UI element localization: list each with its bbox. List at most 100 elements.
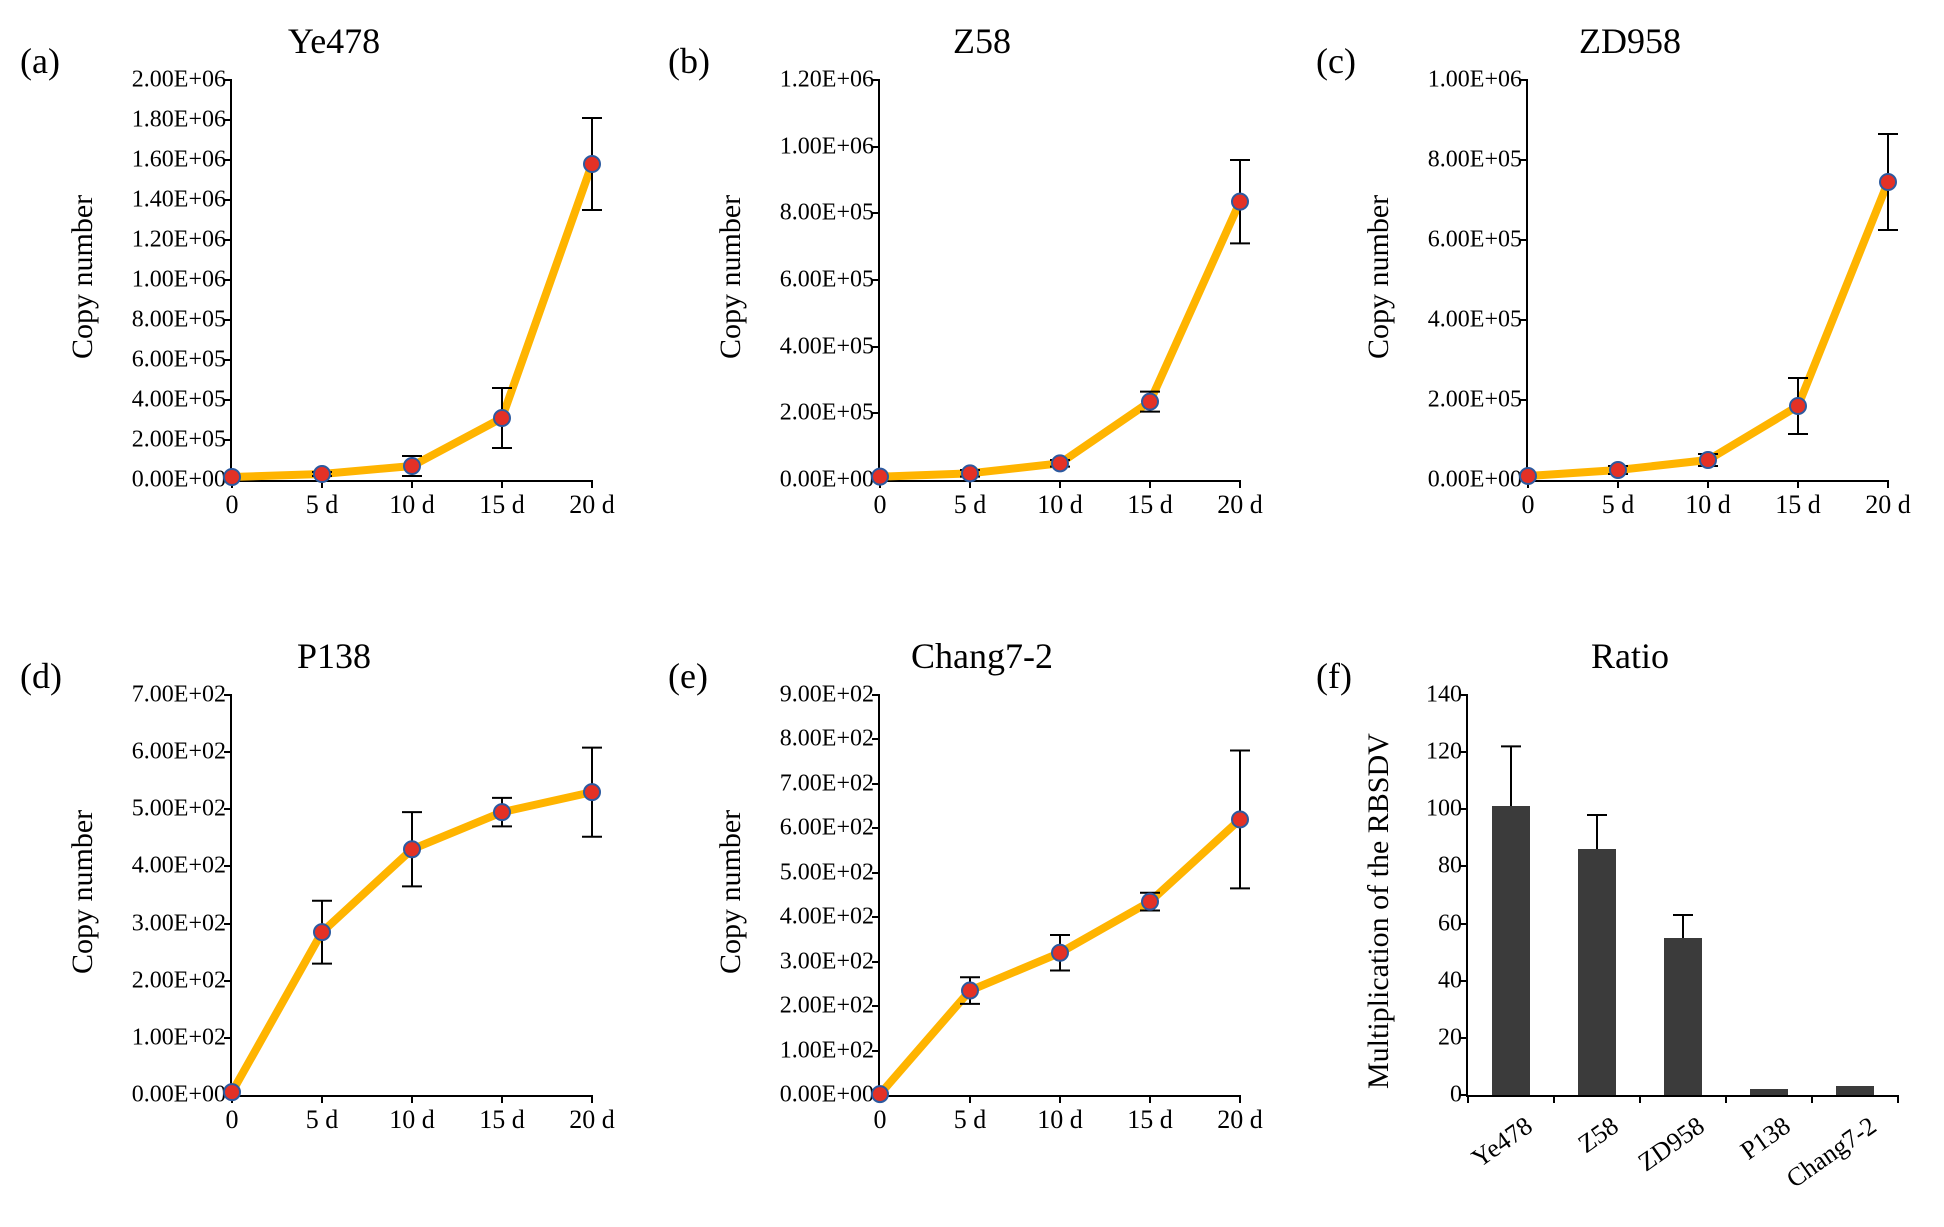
data-marker: [584, 156, 600, 172]
data-marker: [404, 458, 420, 474]
panel-d: (d)P1380.00E+001.00E+022.00E+023.00E+024…: [20, 625, 648, 1185]
y-tick-label: 8.00E+02: [780, 726, 880, 753]
x-tick-label: 15 d: [1127, 1095, 1173, 1135]
data-marker: [1610, 462, 1626, 478]
panel-title-e: Chang7-2: [668, 635, 1296, 677]
y-tick-label: 1.80E+06: [132, 107, 232, 134]
data-marker: [872, 469, 888, 485]
panel-title-d: P138: [20, 635, 648, 677]
data-marker: [1790, 398, 1806, 414]
y-tick-label: 20: [1438, 1024, 1468, 1051]
panel-b: (b)Z580.00E+002.00E+054.00E+056.00E+058.…: [668, 10, 1296, 570]
data-marker: [872, 1086, 888, 1102]
data-marker: [584, 784, 600, 800]
y-axis-label-e: Copy number: [714, 810, 748, 974]
x-tick-label: 20 d: [569, 1095, 615, 1135]
data-marker: [962, 465, 978, 481]
y-tick-label: 6.00E+02: [780, 815, 880, 842]
y-tick-label: 80: [1438, 853, 1468, 880]
y-tick-label: 0.00E+00: [132, 467, 232, 494]
data-marker: [494, 410, 510, 426]
y-tick-label: 3.00E+02: [780, 948, 880, 975]
x-tick: [1725, 1095, 1727, 1103]
panel-title-a: Ye478: [20, 20, 648, 62]
plot-area-d: 0.00E+001.00E+022.00E+023.00E+024.00E+02…: [230, 695, 592, 1097]
x-tick-label: 15 d: [479, 480, 525, 520]
plot-area-f: 020406080100120140: [1466, 695, 1898, 1097]
series-line: [232, 164, 592, 477]
y-tick-label: 8.00E+05: [1428, 147, 1528, 174]
bar: [1664, 938, 1703, 1095]
data-marker: [1700, 452, 1716, 468]
line-chart-svg: [880, 80, 1240, 480]
data-marker: [962, 983, 978, 999]
x-tick-label: 5 d: [954, 480, 987, 520]
x-tick-label: 20 d: [1865, 480, 1911, 520]
plot-area-a: 0.00E+002.00E+054.00E+056.00E+058.00E+05…: [230, 80, 592, 482]
data-marker: [1052, 455, 1068, 471]
x-tick-label: 5 d: [306, 1095, 339, 1135]
y-tick-label: 6.00E+05: [780, 267, 880, 294]
y-tick-label: 0.00E+00: [780, 1082, 880, 1109]
panel-c: (c)ZD9580.00E+002.00E+054.00E+056.00E+05…: [1316, 10, 1944, 570]
y-tick-label: 1.00E+06: [1428, 67, 1528, 94]
panel-title-f: Ratio: [1316, 635, 1944, 677]
y-tick-label: 3.00E+02: [132, 910, 232, 937]
x-tick-label: 20 d: [1217, 480, 1263, 520]
y-tick-label: 6.00E+05: [132, 347, 232, 374]
y-tick-label: 120: [1426, 739, 1468, 766]
x-tick-label: 20 d: [569, 480, 615, 520]
y-tick-label: 100: [1426, 796, 1468, 823]
y-tick-label: 2.00E+02: [132, 967, 232, 994]
y-tick-label: 0.00E+00: [1428, 467, 1528, 494]
x-tick: [1811, 1095, 1813, 1103]
y-tick-label: 0.00E+00: [780, 467, 880, 494]
x-tick-label: 10 d: [1685, 480, 1731, 520]
y-tick-label: 4.00E+05: [1428, 307, 1528, 334]
y-tick-label: 2.00E+05: [780, 400, 880, 427]
x-tick-label: 10 d: [389, 480, 435, 520]
y-axis-label-a: Copy number: [66, 195, 100, 359]
data-marker: [1232, 194, 1248, 210]
panel-title-b: Z58: [668, 20, 1296, 62]
plot-area-c: 0.00E+002.00E+054.00E+056.00E+058.00E+05…: [1526, 80, 1888, 482]
y-tick-label: 1.40E+06: [132, 187, 232, 214]
data-marker: [1052, 945, 1068, 961]
x-tick: [1897, 1095, 1899, 1103]
y-tick-label: 8.00E+05: [132, 307, 232, 334]
series-line: [880, 202, 1240, 477]
y-axis-label-f: Multiplication of the RBSDV: [1362, 734, 1396, 1090]
y-tick-label: 0: [1450, 1082, 1468, 1109]
y-tick-label: 4.00E+02: [780, 904, 880, 931]
y-tick-label: 6.00E+05: [1428, 227, 1528, 254]
x-tick-label: 5 d: [954, 1095, 987, 1135]
bar: [1578, 849, 1617, 1095]
x-tick-label: 5 d: [1602, 480, 1635, 520]
x-tick-label: 0: [226, 480, 239, 520]
x-tick-label: 10 d: [389, 1095, 435, 1135]
y-tick-label: 0.00E+00: [132, 1082, 232, 1109]
x-tick: [1553, 1095, 1555, 1103]
data-marker: [224, 469, 240, 485]
y-tick-label: 1.60E+06: [132, 147, 232, 174]
x-tick-label: 5 d: [306, 480, 339, 520]
data-marker: [1880, 174, 1896, 190]
y-axis-label-d: Copy number: [66, 810, 100, 974]
data-marker: [314, 924, 330, 940]
bar: [1836, 1086, 1875, 1095]
x-tick-label: 10 d: [1037, 480, 1083, 520]
y-tick-label: 1.00E+06: [132, 267, 232, 294]
line-chart-svg: [232, 80, 592, 480]
x-tick-label: 20 d: [1217, 1095, 1263, 1135]
y-tick-label: 60: [1438, 910, 1468, 937]
panel-title-c: ZD958: [1316, 20, 1944, 62]
plot-area-b: 0.00E+002.00E+054.00E+056.00E+058.00E+05…: [878, 80, 1240, 482]
y-tick-label: 7.00E+02: [132, 682, 232, 709]
panel-a: (a)Ye4780.00E+002.00E+054.00E+056.00E+05…: [20, 10, 648, 570]
x-tick: [1639, 1095, 1641, 1103]
y-tick-label: 2.00E+06: [132, 67, 232, 94]
data-marker: [1142, 894, 1158, 910]
x-tick-label: 15 d: [1127, 480, 1173, 520]
y-tick-label: 1.00E+02: [132, 1024, 232, 1051]
y-tick-label: 2.00E+05: [132, 427, 232, 454]
